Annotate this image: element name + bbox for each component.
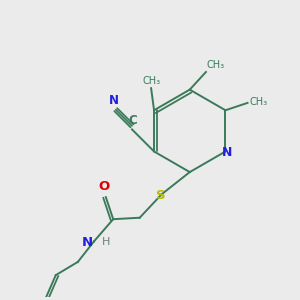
Text: O: O [99,180,110,193]
Text: CH₃: CH₃ [249,97,267,107]
Text: N: N [109,94,119,107]
Text: H: H [101,237,110,247]
Text: N: N [221,146,232,159]
Text: CH₃: CH₃ [207,60,225,70]
Text: C: C [129,114,137,127]
Text: S: S [156,189,166,202]
Text: CH₃: CH₃ [142,76,160,86]
Text: N: N [82,236,93,249]
